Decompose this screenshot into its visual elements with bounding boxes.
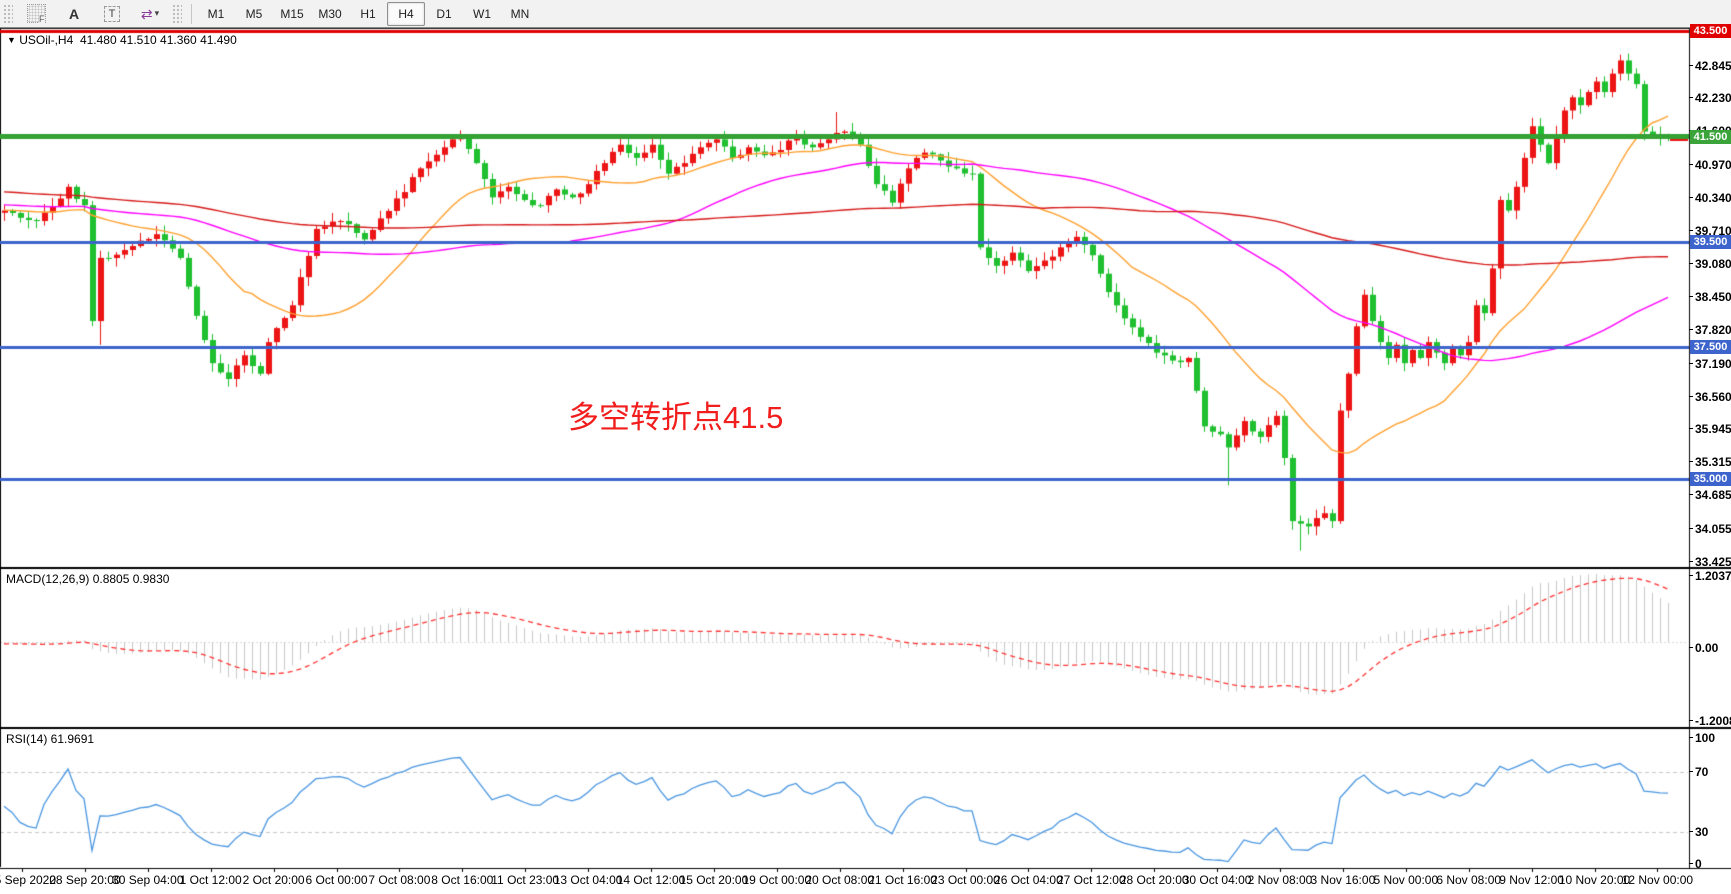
price-axis-tick: 40.340 bbox=[1689, 191, 1731, 205]
price-axis-tick: 39.080 bbox=[1689, 257, 1731, 271]
date-axis-label: 6 Nov 08:00 bbox=[1436, 873, 1502, 887]
date-axis-label: 21 Oct 16:00 bbox=[868, 873, 937, 887]
date-axis-label: 8 Oct 16:00 bbox=[431, 873, 494, 887]
price-line-badge: 41.500 bbox=[1690, 130, 1731, 144]
date-axis-label: 11 Oct 23:00 bbox=[491, 873, 560, 887]
price-axis-tick: 36.560 bbox=[1689, 390, 1731, 404]
date-axis-label: 30 Oct 04:00 bbox=[1182, 873, 1252, 887]
date-axis-label: 25 Sep 2020 bbox=[0, 873, 57, 887]
date-axis-label: 15 Oct 20:00 bbox=[679, 873, 749, 887]
date-axis-label: 19 Oct 00:00 bbox=[742, 873, 812, 887]
date-axis-label: 1 Oct 12:00 bbox=[179, 873, 242, 887]
price-line-badge: 35.000 bbox=[1690, 472, 1731, 486]
date-axis-label: 10 Nov 20:00 bbox=[1558, 873, 1631, 887]
price-axis-tick: 40.970 bbox=[1689, 158, 1731, 172]
date-axis-label: 30 Sep 04:00 bbox=[112, 873, 184, 887]
price-line-badge: 39.500 bbox=[1690, 235, 1731, 249]
rsi-axis-tick: 100 bbox=[1688, 731, 1716, 745]
price-axis-tick: 42.230 bbox=[1689, 91, 1731, 105]
date-axis-label: 28 Sep 20:00 bbox=[49, 873, 121, 887]
date-axis-label: 27 Oct 12:00 bbox=[1056, 873, 1126, 887]
price-axis-tick: 37.820 bbox=[1689, 323, 1731, 337]
date-axis-label: 6 Oct 00:00 bbox=[305, 873, 368, 887]
collapse-triangle-icon[interactable]: ▼ bbox=[7, 35, 16, 45]
date-axis-label: 5 Nov 00:00 bbox=[1373, 873, 1439, 887]
date-axis-label: 2 Oct 20:00 bbox=[242, 873, 305, 887]
date-axis-label: 9 Nov 12:00 bbox=[1499, 873, 1564, 887]
date-axis-label: 23 Oct 00:00 bbox=[931, 873, 1000, 887]
macd-axis-tick: -1.2008 bbox=[1689, 715, 1731, 727]
chart-text-annotation[interactable]: 多空转折点41.5 bbox=[568, 400, 784, 435]
rsi-axis-tick: 30 bbox=[1688, 825, 1709, 839]
price-axis-tick: 35.315 bbox=[1689, 455, 1731, 469]
price-line-badge: 43.500 bbox=[1690, 24, 1731, 38]
date-axis-label: 12 Nov 00:00 bbox=[1621, 873, 1694, 887]
macd-axis-tick: 0.00 bbox=[1688, 641, 1719, 655]
price-axis-tick: 38.450 bbox=[1689, 290, 1731, 304]
price-axis-tick: 33.425 bbox=[1689, 555, 1731, 569]
date-axis-label: 3 Nov 16:00 bbox=[1310, 873, 1376, 887]
price-axis-tick: 35.945 bbox=[1689, 422, 1731, 436]
macd-indicator-label: MACD(12,26,9) 0.8805 0.9830 bbox=[6, 572, 170, 586]
date-axis-label: 14 Oct 12:00 bbox=[616, 873, 686, 887]
ohlc-values: 41.480 41.510 41.360 41.490 bbox=[79, 33, 237, 47]
rsi-axis-tick: 0 bbox=[1689, 857, 1702, 871]
date-axis-label: 28 Oct 20:00 bbox=[1119, 873, 1189, 887]
price-axis-tick: 39.710 bbox=[1689, 224, 1731, 238]
date-axis-label: 2 Nov 08:00 bbox=[1247, 873, 1313, 887]
rsi-axis-tick: 70 bbox=[1688, 765, 1709, 779]
price-axis-tick: 42.845 bbox=[1689, 59, 1731, 73]
symbol-name: USOil-,H4 bbox=[19, 33, 74, 47]
date-axis-label: 7 Oct 08:00 bbox=[368, 873, 431, 887]
symbol-title: ▼ USOil-,H4 41.480 41.510 41.360 41.490 bbox=[7, 33, 237, 47]
price-axis-tick: 37.190 bbox=[1689, 357, 1731, 371]
price-axis-tick: 34.055 bbox=[1689, 522, 1731, 536]
date-axis-label: 20 Oct 08:00 bbox=[805, 873, 875, 887]
date-axis-label: 26 Oct 04:00 bbox=[994, 873, 1063, 887]
macd-axis-tick: 1.2037 bbox=[1689, 569, 1731, 583]
price-axis-tick: 34.685 bbox=[1689, 488, 1731, 502]
price-line-badge: 37.500 bbox=[1690, 340, 1731, 354]
date-axis-label: 13 Oct 04:00 bbox=[553, 873, 623, 887]
rsi-indicator-label: RSI(14) 61.9691 bbox=[6, 732, 95, 746]
